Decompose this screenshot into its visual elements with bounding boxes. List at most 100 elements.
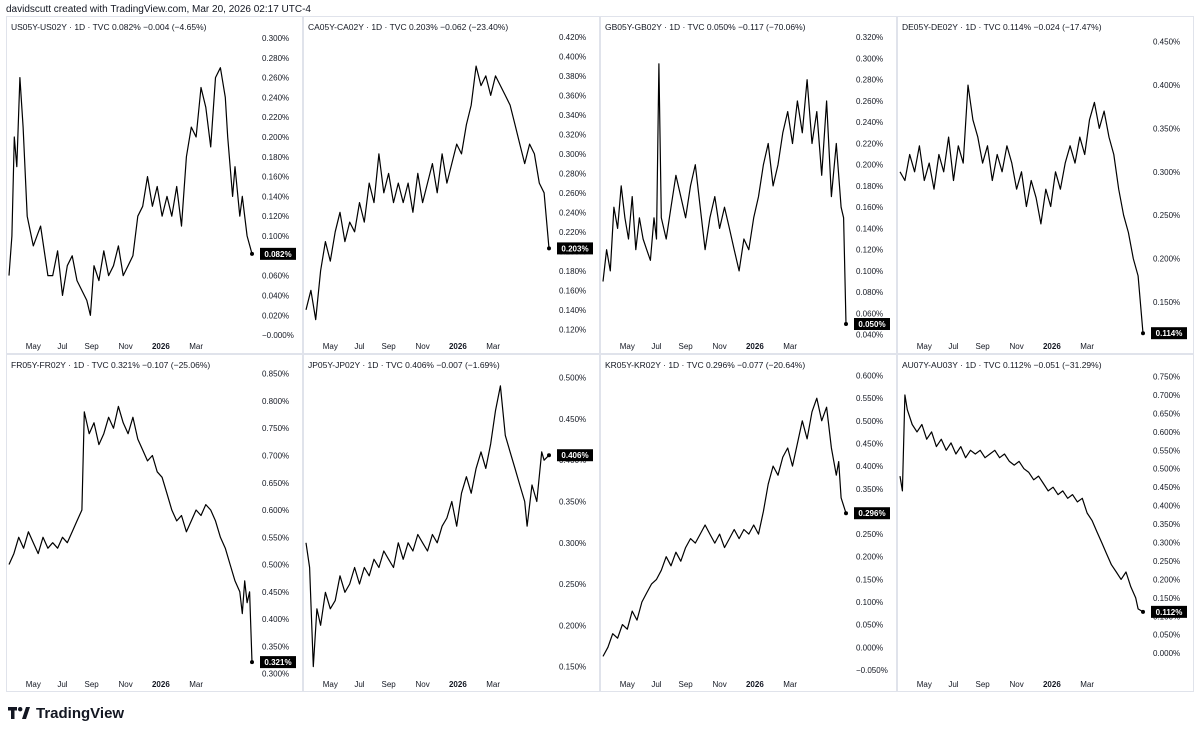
last-value-label: 0.050%: [858, 320, 885, 329]
chart-legend: AU07Y-AU03Y · 1D · TVC 0.112% −0.051 (−3…: [902, 360, 1102, 370]
x-tick-label: Sep: [976, 342, 991, 351]
page-header: davidscutt created with TradingView.com,…: [6, 4, 311, 15]
y-tick-label: 0.350%: [1153, 520, 1180, 529]
y-tick-label: 0.220%: [262, 113, 289, 122]
y-tick-label: 0.280%: [559, 169, 586, 178]
chart-panel-ca[interactable]: CA05Y-CA02Y · 1D · TVC 0.203% −0.062 (−2…: [303, 16, 600, 354]
x-tick-label: Mar: [486, 342, 500, 351]
last-value-label: 0.296%: [858, 509, 885, 518]
chart-legend: JP05Y-JP02Y · 1D · TVC 0.406% −0.007 (−1…: [308, 360, 500, 370]
x-tick-label: Jul: [651, 342, 661, 351]
chart-panel-au[interactable]: AU07Y-AU03Y · 1D · TVC 0.112% −0.051 (−3…: [897, 354, 1194, 692]
last-point-marker: [1141, 609, 1145, 614]
y-tick-label: 0.180%: [262, 153, 289, 162]
y-tick-label: 0.300%: [262, 670, 289, 679]
last-value-label-bg: [1151, 605, 1187, 618]
chart-panel-us[interactable]: US05Y-US02Y · 1D · TVC 0.082% −0.004 (−4…: [6, 16, 303, 354]
x-tick-label: Nov: [713, 680, 727, 689]
x-tick-label: Mar: [486, 680, 500, 689]
chart-svg: 0.150%0.200%0.250%0.300%0.350%0.400%0.45…: [899, 38, 1187, 351]
x-tick-label: May: [917, 680, 932, 689]
y-tick-label: 0.120%: [262, 212, 289, 221]
y-tick-label: 0.350%: [856, 485, 883, 494]
y-tick-label: 0.180%: [856, 182, 883, 191]
x-tick-label: Sep: [85, 680, 100, 689]
x-tick-label: Mar: [189, 342, 203, 351]
x-tick-label: Sep: [679, 342, 694, 351]
x-tick-label: Jul: [948, 342, 958, 351]
x-tick-label: Jul: [651, 680, 661, 689]
y-tick-label: 0.220%: [856, 139, 883, 148]
y-tick-label: 0.450%: [1153, 483, 1180, 492]
last-point-marker: [1141, 331, 1145, 336]
y-tick-label: 0.600%: [262, 506, 289, 515]
x-tick-label: May: [323, 680, 338, 689]
y-tick-label: 0.650%: [262, 479, 289, 488]
y-tick-label: 0.200%: [856, 553, 883, 562]
x-tick-label: Nov: [416, 680, 430, 689]
series-line: [899, 84, 1144, 334]
y-tick-label: 0.300%: [559, 539, 586, 548]
chart-panel-fr[interactable]: FR05Y-FR02Y · 1D · TVC 0.321% −0.107 (−2…: [6, 354, 303, 692]
last-point-marker: [844, 511, 848, 516]
y-tick-label: 0.250%: [1153, 557, 1180, 566]
x-tick-label: 2026: [152, 680, 170, 689]
y-tick-label: 0.550%: [262, 533, 289, 542]
x-tick-label: May: [26, 342, 41, 351]
y-tick-label: 0.240%: [559, 208, 586, 217]
chart-panel-kr[interactable]: KR05Y-KR02Y · 1D · TVC 0.296% −0.077 (−2…: [600, 354, 897, 692]
y-tick-label: 0.300%: [856, 54, 883, 63]
x-tick-label: Jul: [57, 680, 67, 689]
x-tick-label: Nov: [713, 342, 727, 351]
chart-legend: FR05Y-FR02Y · 1D · TVC 0.321% −0.107 (−2…: [11, 360, 211, 370]
x-tick-label: May: [323, 342, 338, 351]
chart-svg: 0.150%0.200%0.250%0.300%0.350%0.400%0.45…: [305, 374, 593, 689]
y-tick-label: 0.750%: [1153, 373, 1180, 382]
chart-panel-gb[interactable]: GB05Y-GB02Y · 1D · TVC 0.050% −0.117 (−7…: [600, 16, 897, 354]
y-tick-label: 0.160%: [559, 286, 586, 295]
chart-panel-de[interactable]: DE05Y-DE02Y · 1D · TVC 0.114% −0.024 (−1…: [897, 16, 1194, 354]
y-tick-label: 0.150%: [856, 575, 883, 584]
y-tick-label: 0.500%: [262, 561, 289, 570]
footer-brand: TradingView: [36, 704, 125, 722]
last-value-label: 0.114%: [1156, 329, 1183, 338]
y-tick-label: 0.080%: [856, 288, 883, 297]
x-tick-label: Nov: [119, 342, 133, 351]
y-tick-label: 0.060%: [856, 309, 883, 318]
x-tick-label: Sep: [382, 680, 397, 689]
x-tick-label: May: [917, 342, 932, 351]
y-tick-label: 0.450%: [262, 588, 289, 597]
last-value-label: 0.321%: [264, 658, 291, 667]
x-tick-label: May: [26, 680, 41, 689]
y-tick-label: 0.750%: [262, 424, 289, 433]
y-tick-label: 0.140%: [559, 306, 586, 315]
x-tick-label: May: [620, 680, 635, 689]
last-point-marker: [250, 660, 254, 665]
y-tick-label: 0.150%: [1153, 594, 1180, 603]
y-tick-label: 0.300%: [1153, 168, 1180, 177]
chart-svg: −0.000%0.020%0.040%0.060%0.080%0.100%0.1…: [8, 34, 296, 351]
y-tick-label: 0.320%: [856, 33, 883, 42]
y-tick-label: 0.600%: [1153, 428, 1180, 437]
x-tick-label: Sep: [679, 680, 694, 689]
y-tick-label: 0.500%: [1153, 465, 1180, 474]
footer: TradingView: [8, 702, 124, 724]
y-tick-label: 0.050%: [1153, 631, 1180, 640]
last-point-marker: [547, 453, 551, 458]
chart-svg: 0.120%0.140%0.160%0.180%0.200%0.220%0.24…: [305, 33, 593, 351]
y-tick-label: −0.000%: [262, 331, 294, 340]
y-tick-label: 0.360%: [559, 91, 586, 100]
x-tick-label: 2026: [1043, 342, 1061, 351]
x-tick-label: 2026: [746, 680, 764, 689]
last-value-label-bg: [557, 242, 593, 255]
y-tick-label: 0.250%: [1153, 211, 1180, 220]
last-value-label: 0.203%: [561, 244, 588, 253]
series-line: [305, 65, 550, 321]
x-tick-label: Sep: [85, 342, 100, 351]
chart-panel-jp[interactable]: JP05Y-JP02Y · 1D · TVC 0.406% −0.007 (−1…: [303, 354, 600, 692]
y-tick-label: 0.350%: [559, 497, 586, 506]
last-value-label-bg: [260, 656, 296, 669]
x-tick-label: Jul: [354, 342, 364, 351]
y-tick-label: 0.340%: [559, 111, 586, 120]
x-tick-label: Mar: [1080, 342, 1094, 351]
